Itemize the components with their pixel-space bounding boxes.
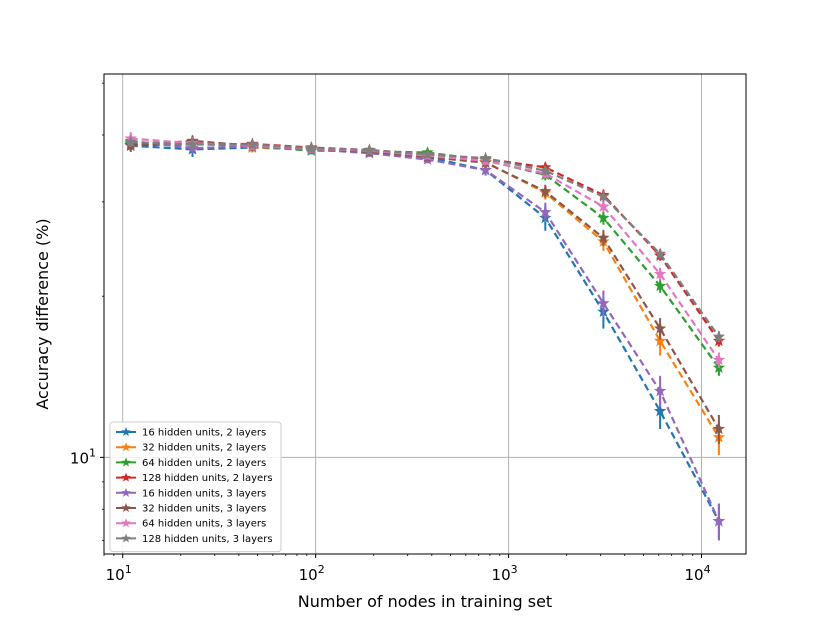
legend-marker — [121, 427, 131, 437]
data-point — [653, 404, 667, 417]
legend-label: 32 hidden units, 2 layers — [142, 443, 266, 454]
data-point — [653, 384, 667, 397]
legend-marker — [121, 503, 131, 513]
legend-item: 64 hidden units, 3 layers — [116, 518, 266, 530]
legend-item: 64 hidden units, 2 layers — [116, 457, 266, 469]
data-point — [712, 422, 726, 435]
data-point — [653, 267, 667, 280]
legend-marker — [121, 442, 131, 452]
legend-marker — [121, 518, 131, 528]
x-tick-label: 101 — [106, 563, 132, 584]
data-point — [479, 163, 492, 176]
legend-item: 32 hidden units, 2 layers — [116, 442, 266, 454]
legend-label: 64 hidden units, 2 layers — [142, 458, 266, 469]
legend-label: 32 hidden units, 3 layers — [142, 504, 266, 515]
data-point — [186, 138, 199, 150]
plot-frame — [103, 73, 747, 555]
y-axis-title: Accuracy difference (%) — [33, 218, 52, 409]
data-point — [653, 247, 667, 260]
data-point — [363, 143, 376, 156]
x-tick-label: 103 — [492, 563, 518, 584]
data-point — [597, 211, 610, 224]
data-point — [712, 514, 726, 527]
x-tick-label: 104 — [684, 563, 710, 584]
legend-marker — [121, 533, 131, 543]
legend-marker — [121, 457, 131, 467]
data-point — [539, 205, 552, 218]
data-point — [597, 190, 610, 202]
legend-item: 128 hidden units, 2 layers — [116, 472, 273, 484]
legend-box — [109, 421, 282, 553]
data-point — [653, 279, 667, 292]
data-point — [653, 322, 667, 334]
legend-item: 32 hidden units, 3 layers — [116, 503, 266, 515]
data-point — [479, 151, 492, 164]
series-group — [124, 132, 726, 541]
legend-marker — [121, 487, 131, 497]
data-point — [712, 353, 726, 366]
legend-label: 16 hidden units, 3 layers — [142, 488, 266, 499]
series-8 — [124, 135, 726, 343]
legend-item: 16 hidden units, 3 layers — [116, 487, 266, 499]
x-axis-title: Number of nodes in training set — [298, 592, 552, 611]
data-point — [539, 184, 552, 197]
data-point — [246, 138, 259, 150]
y-tick-label: 101 — [70, 446, 96, 467]
legend: 16 hidden units, 2 layers 32 hidden units… — [109, 421, 282, 553]
data-point — [712, 330, 726, 342]
x-tick-label: 102 — [299, 563, 325, 584]
legend-item: 128 hidden units, 3 layers — [116, 533, 273, 545]
data-point — [597, 200, 610, 212]
legend-label: 64 hidden units, 3 layers — [142, 519, 266, 530]
data-point — [597, 231, 610, 244]
legend-marker — [121, 472, 131, 482]
data-point — [597, 296, 610, 309]
data-point — [124, 135, 137, 148]
data-point — [653, 334, 667, 347]
data-point — [305, 141, 318, 154]
legend-label: 128 hidden units, 2 layers — [142, 473, 273, 484]
data-point — [421, 147, 434, 160]
data-point — [539, 164, 552, 177]
legend-item: 16 hidden units, 2 layers — [116, 427, 266, 439]
legend-label: 128 hidden units, 3 layers — [142, 534, 273, 545]
legend-label: 16 hidden units, 2 layers — [142, 428, 266, 439]
ticks: 101 102 103 104 101 — [70, 82, 711, 584]
